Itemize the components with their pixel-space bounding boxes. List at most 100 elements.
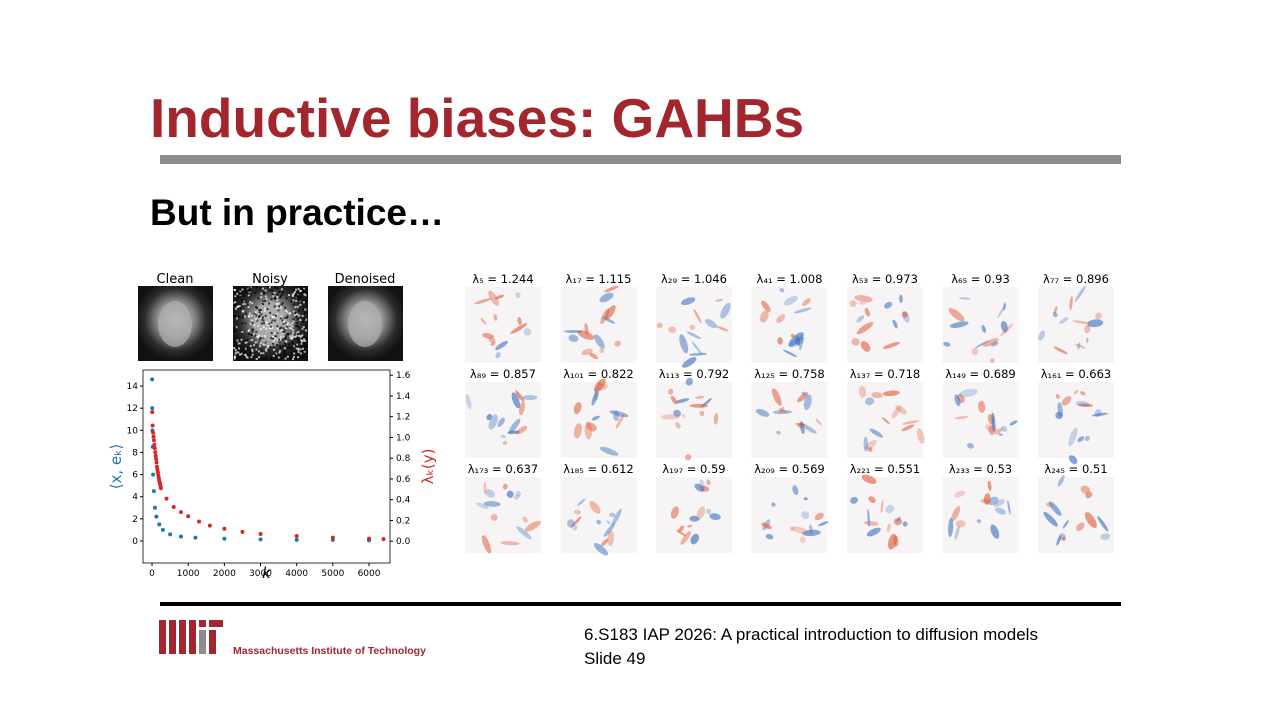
- noise: [272, 314, 275, 317]
- eigen-blob: [1057, 402, 1063, 417]
- point: [153, 450, 158, 455]
- eigen-blob: [1062, 536, 1066, 541]
- noise: [267, 344, 270, 347]
- point: [381, 537, 386, 542]
- noise: [236, 342, 239, 345]
- noise: [258, 356, 261, 359]
- noise: [243, 341, 246, 344]
- noise: [297, 348, 300, 351]
- noise: [276, 296, 279, 299]
- eigen-blob: [1084, 435, 1090, 442]
- eigen-blob: [860, 341, 871, 352]
- noise: [267, 286, 270, 289]
- eigen-blob: [1048, 501, 1062, 516]
- noise: [286, 310, 289, 313]
- noise: [279, 296, 282, 299]
- eigen-blob: [494, 294, 505, 300]
- eigen-blob: [991, 412, 996, 432]
- noise: [269, 325, 272, 328]
- noise: [234, 303, 237, 306]
- noise: [241, 310, 244, 313]
- noise: [301, 336, 304, 339]
- eigen-label: λ₁₇₃ = 0.637: [468, 462, 539, 476]
- noise: [240, 289, 243, 292]
- eigen-blob: [803, 497, 808, 501]
- noise: [269, 327, 272, 330]
- eigen-image: [465, 477, 541, 553]
- noise: [251, 322, 254, 325]
- eigen-blob: [1009, 420, 1018, 426]
- noise: [256, 319, 259, 322]
- y-axis-label: ⟨x, eₖ⟩: [107, 444, 125, 490]
- eigen-blob: [886, 523, 892, 533]
- noise: [238, 305, 241, 308]
- eigen-blob: [713, 412, 719, 425]
- x-tick-label: 6000: [358, 569, 381, 579]
- eigen-blob: [891, 405, 901, 419]
- eigen-blob: [1073, 389, 1079, 395]
- noise: [234, 352, 237, 355]
- noise: [247, 306, 250, 309]
- eigen-label: λ₁₇ = 1.115: [566, 272, 632, 286]
- eigen-blob: [990, 358, 995, 363]
- course: 6.S183 IAP 2026: A practical introductio…: [584, 625, 1038, 644]
- noise: [280, 329, 283, 332]
- noise: [301, 334, 304, 337]
- eigen-blob: [978, 400, 986, 413]
- eigen-blob: [481, 535, 492, 554]
- point: [154, 457, 159, 462]
- noise: [303, 336, 306, 339]
- point: [152, 442, 157, 447]
- noise: [292, 303, 295, 306]
- eigen-blob: [716, 326, 729, 332]
- noise: [278, 351, 281, 354]
- noise: [255, 305, 258, 308]
- noise: [258, 350, 261, 353]
- eigen-blob: [577, 498, 586, 506]
- noise: [250, 314, 253, 317]
- noise: [292, 318, 295, 321]
- noise: [271, 319, 274, 322]
- eigen-image: [1038, 382, 1114, 458]
- eigen-blob: [1085, 337, 1089, 344]
- eigen-image: [560, 382, 637, 458]
- noise: [273, 305, 276, 308]
- eigen-blob: [893, 535, 899, 547]
- noise: [241, 317, 244, 320]
- noise: [297, 287, 300, 290]
- noise: [304, 339, 307, 342]
- noise: [235, 357, 238, 360]
- noise: [256, 307, 259, 310]
- noise: [272, 295, 275, 298]
- noise: [240, 338, 243, 341]
- eigen-blob: [502, 441, 508, 445]
- eigen-blob: [584, 421, 593, 440]
- y2-axis-label: λₖ(y): [419, 449, 437, 485]
- noise: [253, 324, 256, 327]
- noise: [268, 286, 271, 289]
- eigen-blob: [1097, 516, 1109, 532]
- eigen-blob: [609, 512, 616, 518]
- y2-tick-label: 0.8: [396, 454, 411, 464]
- eigen-blob: [916, 428, 925, 444]
- eigen-blob: [656, 322, 663, 329]
- eigen-blob: [502, 483, 508, 490]
- eigen-blob: [1074, 285, 1087, 302]
- noise: [255, 348, 258, 351]
- noise: [247, 314, 250, 317]
- eigen-blob: [1056, 535, 1061, 546]
- noise: [292, 345, 295, 348]
- noise: [268, 302, 271, 305]
- noise: [273, 297, 276, 300]
- eigen-label: λ₂₄₅ = 0.51: [1044, 462, 1107, 476]
- point: [150, 406, 155, 411]
- x-axis-label: k: [262, 564, 272, 582]
- eigen-blob: [488, 336, 496, 344]
- eigen-blob: [776, 314, 786, 323]
- noise: [275, 313, 278, 316]
- noise: [256, 335, 259, 338]
- noise: [249, 344, 252, 347]
- noise: [250, 333, 253, 336]
- noise: [303, 318, 306, 321]
- point: [150, 377, 155, 382]
